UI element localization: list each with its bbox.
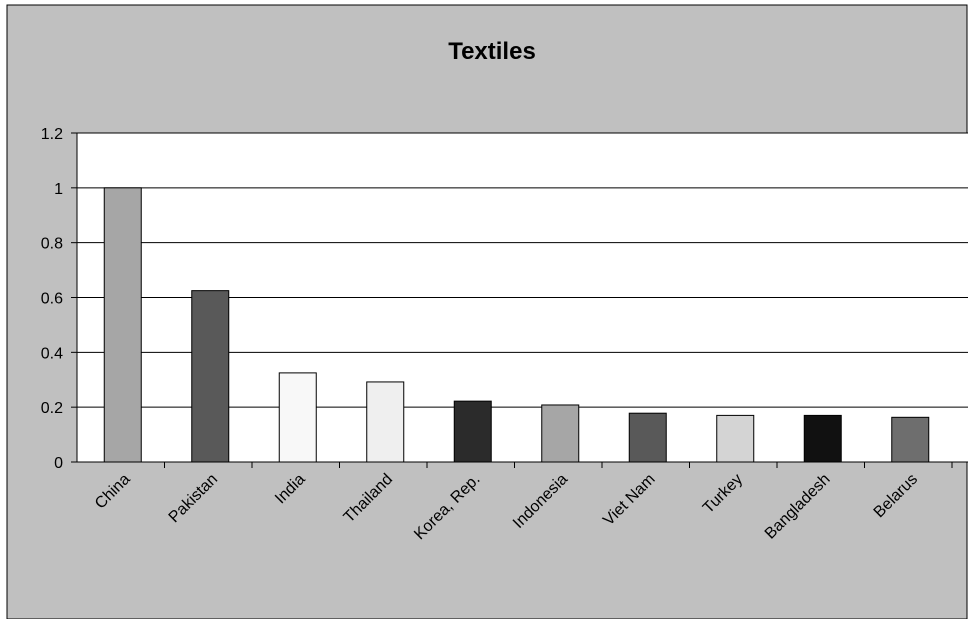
bar-turkey bbox=[716, 414, 755, 463]
chart-title: Textiles bbox=[448, 38, 536, 65]
y-tick-labels: 0 0.2 0.4 0.6 0.8 1 1.2 bbox=[41, 126, 63, 472]
y-tick-label: 0 bbox=[54, 455, 63, 472]
bar-china bbox=[103, 187, 142, 463]
bar-viet-nam bbox=[628, 412, 667, 463]
bar-korea-rep bbox=[453, 400, 492, 463]
y-tick-label: 0.6 bbox=[41, 291, 63, 308]
axes bbox=[71, 132, 968, 468]
gridlines bbox=[77, 132, 968, 408]
y-tick-label: 0.4 bbox=[41, 345, 63, 362]
y-tick-label: 0.2 bbox=[41, 400, 63, 417]
bar-bangladesh bbox=[803, 414, 842, 463]
y-tick-label: 1 bbox=[54, 181, 63, 198]
bar-indonesia bbox=[541, 404, 580, 463]
bar-thailand bbox=[366, 381, 405, 463]
y-tick-label: 0.8 bbox=[41, 236, 63, 253]
y-tick-label: 1.2 bbox=[41, 126, 63, 143]
bar-india bbox=[278, 372, 317, 463]
bar-pakistan bbox=[191, 290, 230, 463]
bar-belarus bbox=[891, 416, 930, 463]
bars bbox=[103, 187, 930, 463]
